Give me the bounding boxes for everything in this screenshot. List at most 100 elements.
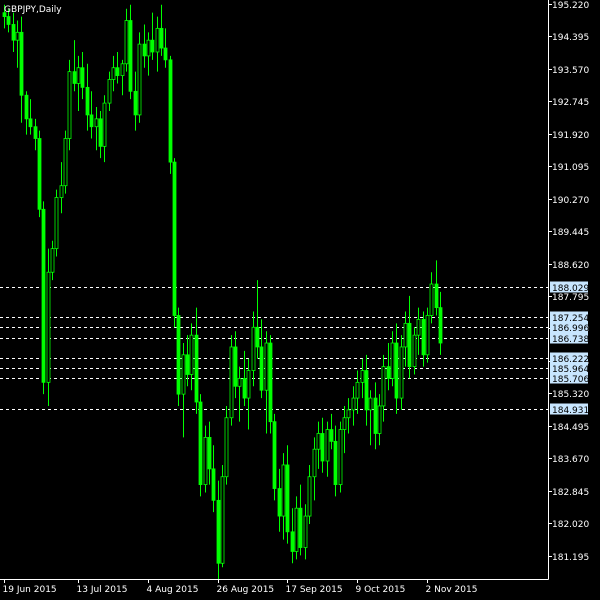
candle bbox=[390, 331, 395, 387]
candle bbox=[176, 307, 181, 406]
candle-body bbox=[98, 118, 103, 147]
level-label-box bbox=[550, 352, 588, 364]
level-label: 184.931 bbox=[550, 403, 589, 416]
candle bbox=[168, 55, 173, 174]
candle-body bbox=[386, 366, 391, 379]
candle bbox=[421, 311, 426, 367]
candle-body bbox=[425, 315, 430, 356]
level-label-box bbox=[550, 403, 588, 415]
candle-body bbox=[46, 271, 51, 383]
candle-body bbox=[33, 126, 38, 139]
y-tick-label: 188.620 bbox=[552, 261, 589, 271]
y-tick-label: 190.270 bbox=[552, 196, 589, 206]
candle-body bbox=[412, 334, 417, 368]
candle bbox=[67, 59, 72, 151]
candle-body bbox=[281, 464, 286, 517]
candle bbox=[172, 158, 177, 328]
candle-body bbox=[15, 31, 20, 41]
candle bbox=[329, 413, 334, 450]
candle bbox=[216, 480, 221, 579]
candle-body bbox=[142, 43, 147, 57]
candle-body bbox=[381, 366, 386, 407]
y-tick-label: 191.920 bbox=[552, 131, 589, 141]
candle bbox=[46, 248, 51, 406]
x-tick-label: 17 Sep 2015 bbox=[286, 585, 343, 595]
candle bbox=[159, 4, 164, 56]
candle bbox=[268, 335, 273, 434]
candle-body bbox=[168, 59, 173, 163]
candle bbox=[85, 63, 90, 131]
candle-body bbox=[6, 16, 11, 25]
candle-body bbox=[159, 27, 164, 49]
level-label-text: 184.931 bbox=[552, 406, 589, 416]
level-label: 186.738 bbox=[550, 332, 589, 345]
candle-body bbox=[11, 24, 16, 41]
candle-body bbox=[421, 319, 426, 356]
candle-body bbox=[229, 346, 234, 419]
candle bbox=[394, 323, 399, 414]
candle bbox=[338, 421, 343, 493]
candle-body bbox=[137, 43, 142, 116]
candle-body bbox=[268, 342, 273, 423]
candle-body bbox=[59, 185, 64, 198]
candle-body bbox=[24, 94, 29, 120]
candle bbox=[399, 335, 404, 410]
candle-body bbox=[198, 401, 203, 486]
candle-body bbox=[107, 79, 112, 104]
candle bbox=[107, 71, 112, 111]
candle bbox=[115, 51, 120, 84]
candle-body bbox=[194, 334, 199, 403]
candle bbox=[303, 504, 308, 560]
candle-body bbox=[2, 12, 7, 17]
candle bbox=[333, 425, 338, 497]
candle-body bbox=[346, 409, 351, 419]
candle bbox=[364, 354, 369, 426]
y-tick-label: 185.320 bbox=[552, 390, 589, 400]
candle-body bbox=[237, 378, 242, 387]
candle-body bbox=[325, 429, 330, 462]
candle-body bbox=[290, 531, 295, 552]
candle-body bbox=[67, 71, 72, 139]
candle bbox=[185, 335, 190, 387]
candle-body bbox=[394, 342, 399, 399]
level-label-text: 185.706 bbox=[552, 375, 589, 385]
candle bbox=[429, 272, 434, 324]
candle bbox=[37, 130, 42, 218]
y-tick-label: 189.445 bbox=[552, 228, 589, 238]
candle-body bbox=[312, 448, 317, 478]
candle-body bbox=[298, 507, 303, 548]
y-tick-label: 195.220 bbox=[552, 1, 589, 11]
candle bbox=[72, 40, 77, 92]
level-label-text: 186.738 bbox=[552, 335, 589, 345]
candle bbox=[229, 335, 234, 426]
y-tick-label: 182.020 bbox=[552, 520, 589, 530]
candle-body bbox=[285, 464, 290, 533]
candle-body bbox=[429, 283, 434, 316]
candle bbox=[203, 425, 208, 493]
level-label-box bbox=[550, 321, 588, 333]
horizontal-levels bbox=[0, 287, 548, 410]
candle-body bbox=[54, 197, 59, 250]
candle-body bbox=[307, 476, 312, 517]
candle-body bbox=[399, 346, 404, 399]
candle-body bbox=[89, 114, 94, 128]
candle-body bbox=[37, 138, 42, 210]
candle bbox=[434, 260, 439, 316]
candle-body bbox=[434, 283, 439, 309]
candle-body bbox=[246, 370, 251, 399]
x-tick-label: 4 Aug 2015 bbox=[147, 585, 199, 595]
candle bbox=[98, 110, 103, 159]
x-tick-label: 9 Oct 2015 bbox=[356, 585, 406, 595]
candle-body bbox=[176, 315, 181, 395]
candle-body bbox=[303, 515, 308, 548]
candle bbox=[368, 390, 373, 446]
candle-body bbox=[338, 429, 343, 486]
candle-body bbox=[377, 405, 382, 434]
candle-body bbox=[111, 67, 116, 80]
candle bbox=[377, 394, 382, 446]
x-tick-label: 2 Nov 2015 bbox=[426, 585, 478, 595]
candle-body bbox=[277, 488, 282, 517]
x-tick-label: 13 Jul 2015 bbox=[77, 585, 128, 595]
candle bbox=[59, 162, 64, 214]
